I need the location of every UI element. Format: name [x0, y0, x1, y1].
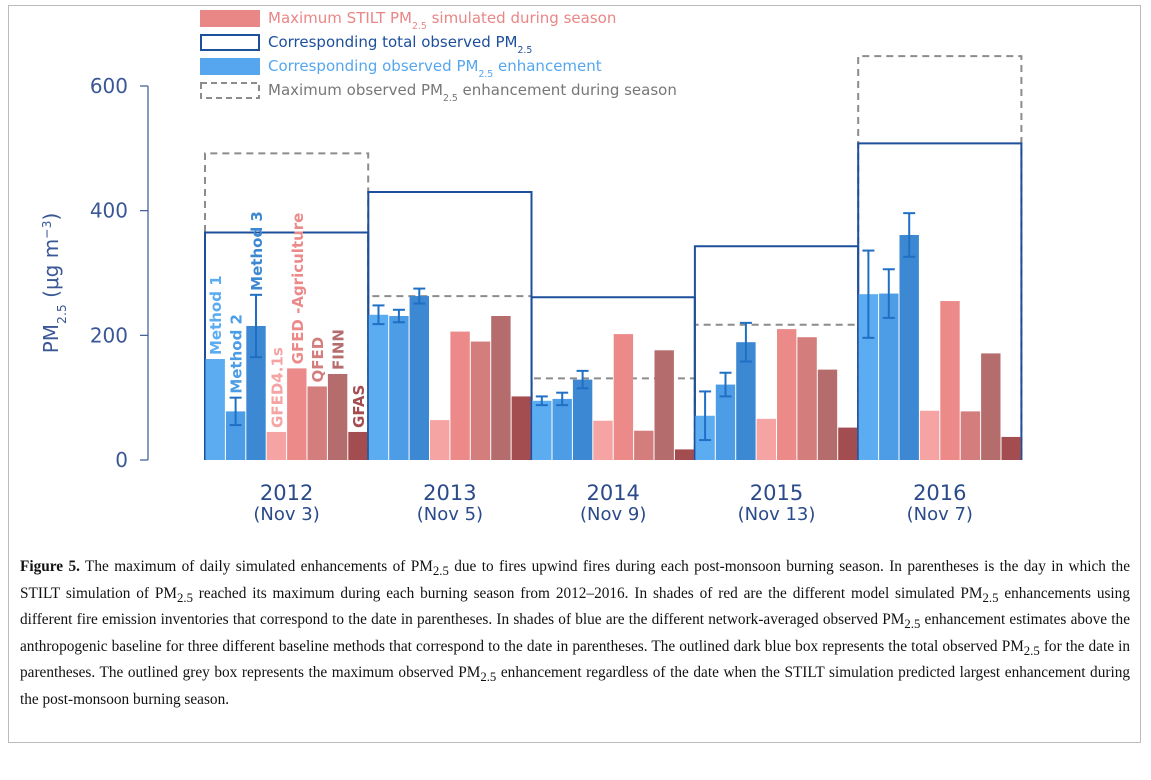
x-tick-note: (Nov 5)	[417, 504, 483, 525]
error-bar	[719, 371, 732, 398]
x-tick-label: 2015	[750, 481, 803, 505]
bar	[613, 334, 634, 460]
bar	[389, 316, 409, 460]
bar	[940, 301, 960, 460]
legend-swatch	[200, 58, 260, 75]
legend-label: Corresponding observed PM2.5 enhancement	[268, 57, 602, 80]
bar	[981, 353, 1001, 460]
series-label: Method 1	[207, 275, 225, 355]
bar	[307, 386, 327, 460]
caption-label: Figure 5.	[20, 558, 80, 575]
error-bar	[535, 395, 548, 407]
bar	[225, 411, 246, 460]
bar	[246, 325, 266, 460]
y-tick-label: 0	[115, 448, 128, 472]
bar	[327, 373, 348, 460]
bar	[450, 331, 470, 460]
legend-swatch	[200, 10, 260, 27]
bar	[838, 427, 858, 460]
series-label: QFED	[309, 337, 327, 383]
bar	[430, 420, 450, 460]
series-label: GFED -Agriculture	[289, 213, 307, 365]
x-tick-label: 2014	[586, 481, 639, 505]
y-axis-label: PM2.5 (μg m−3)	[39, 213, 69, 354]
bar	[634, 430, 654, 460]
max-observed-box	[204, 152, 370, 460]
bar	[654, 350, 674, 460]
bar	[368, 314, 389, 460]
series-label: GFAS	[350, 385, 368, 428]
caption: Figure 5. The maximum of daily simulated…	[20, 556, 1130, 710]
legend-swatch	[200, 34, 260, 51]
bar	[919, 410, 940, 460]
y-tick-label: 400	[90, 199, 128, 223]
legend-label: Maximum STILT PM2.5 simulated during sea…	[268, 9, 616, 32]
x-tick-note: (Nov 9)	[580, 504, 646, 525]
caption-text: The maximum of daily simulated enhanceme…	[20, 558, 1130, 708]
bar	[532, 400, 552, 460]
error-bar	[739, 321, 752, 363]
error-bar	[882, 268, 895, 319]
bar	[409, 296, 429, 460]
error-bar	[229, 396, 242, 427]
bar	[756, 418, 776, 460]
x-tick-label: 2016	[913, 481, 966, 505]
legend-label: Corresponding total observed PM2.5	[268, 33, 532, 56]
bar	[287, 368, 307, 460]
error-bar	[699, 390, 712, 442]
bar	[797, 337, 817, 460]
bar	[736, 342, 756, 460]
x-tick-note: (Nov 3)	[253, 504, 319, 525]
chart: 0 200 400 600 PM2.5 (μg m−3) Method 1 Method 2…	[39, 9, 1023, 525]
bar	[266, 431, 287, 460]
x-tick-note: (Nov 7)	[907, 504, 973, 525]
error-bar	[250, 293, 262, 359]
series-label: Method 3	[248, 211, 266, 291]
error-bar	[372, 304, 385, 326]
error-bar	[556, 391, 569, 407]
series-label: Method 2	[228, 314, 246, 394]
legend-label: Maximum observed PM2.5 enhancement durin…	[268, 81, 677, 104]
error-bar	[392, 308, 405, 324]
bar	[817, 369, 838, 460]
bar	[491, 316, 511, 460]
y-tick-label: 600	[90, 74, 128, 98]
bar	[470, 341, 491, 460]
series-label: GFED4.1s	[268, 347, 286, 428]
bar	[879, 293, 899, 460]
bar	[1001, 436, 1021, 460]
bar	[348, 431, 368, 460]
error-bar	[862, 249, 875, 339]
error-bar	[576, 369, 589, 390]
x-tick-label: 2013	[423, 481, 476, 505]
bar	[777, 329, 797, 460]
bar	[572, 379, 593, 460]
bar	[593, 420, 613, 460]
legend-swatch	[200, 82, 260, 99]
x-tick-label: 2012	[260, 481, 313, 505]
x-tick-note: (Nov 13)	[738, 504, 816, 525]
figure-frame	[8, 5, 1141, 743]
bar	[205, 359, 225, 460]
total-observed-box	[857, 142, 1023, 460]
bar	[960, 411, 981, 460]
bar	[899, 234, 919, 460]
y-tick-label: 200	[90, 323, 128, 347]
bar	[674, 449, 695, 460]
bar	[552, 398, 572, 460]
bar	[511, 396, 531, 460]
bar	[715, 384, 736, 460]
bar	[858, 294, 879, 460]
error-bar	[903, 212, 916, 258]
error-bar	[413, 287, 426, 305]
series-label: FINN	[330, 329, 348, 370]
